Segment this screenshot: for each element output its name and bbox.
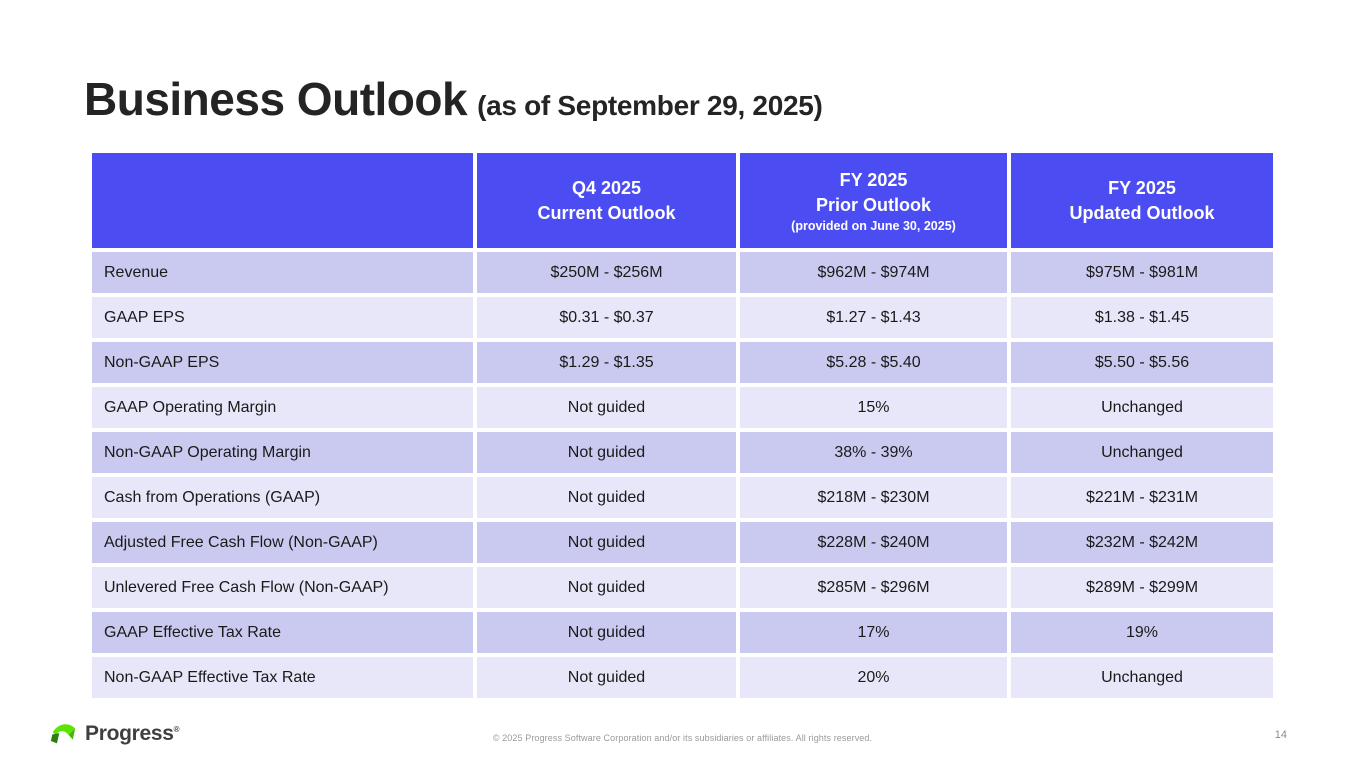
row-value: Not guided: [477, 432, 736, 473]
title-subtitle: (as of September 29, 2025): [477, 90, 823, 121]
row-value: $232M - $242M: [1011, 522, 1273, 563]
row-label: GAAP Operating Margin: [92, 387, 473, 428]
outlook-table: Q4 2025 Current Outlook FY 2025 Prior Ou…: [88, 149, 1277, 702]
row-label: Non-GAAP Effective Tax Rate: [92, 657, 473, 698]
row-value: $975M - $981M: [1011, 252, 1273, 293]
header-cell-fy-updated: FY 2025 Updated Outlook: [1011, 153, 1273, 248]
row-value: $250M - $256M: [477, 252, 736, 293]
copyright-text: © 2025 Progress Software Corporation and…: [492, 733, 873, 743]
row-value: $285M - $296M: [740, 567, 1007, 608]
progress-logo-icon: [50, 724, 76, 744]
table-row: Adjusted Free Cash Flow (Non-GAAP) Not gu…: [92, 522, 1273, 563]
row-value: 15%: [740, 387, 1007, 428]
row-value: 38% - 39%: [740, 432, 1007, 473]
header-line: Updated Outlook: [1069, 202, 1215, 223]
row-value: Unchanged: [1011, 432, 1273, 473]
row-label: Unlevered Free Cash Flow (Non-GAAP): [92, 567, 473, 608]
table-row: Non-GAAP Operating Margin Not guided 38% -…: [92, 432, 1273, 473]
logo-text: Progress: [85, 722, 174, 745]
row-value: $218M - $230M: [740, 477, 1007, 518]
row-value: $5.28 - $5.40: [740, 342, 1007, 383]
row-label: Revenue: [92, 252, 473, 293]
row-label: GAAP Effective Tax Rate: [92, 612, 473, 653]
header-cell-q4-current: Q4 2025 Current Outlook: [477, 153, 736, 248]
row-value: $1.38 - $1.45: [1011, 297, 1273, 338]
page-number: 14: [1274, 729, 1287, 741]
table-header-row: Q4 2025 Current Outlook FY 2025 Prior Ou…: [92, 153, 1273, 248]
table-row: GAAP Effective Tax Rate Not guided 17% 19%: [92, 612, 1273, 653]
row-value: 17%: [740, 612, 1007, 653]
row-value: Not guided: [477, 612, 736, 653]
row-label: Non-GAAP EPS: [92, 342, 473, 383]
table-row: Unlevered Free Cash Flow (Non-GAAP) Not g…: [92, 567, 1273, 608]
table-body: Revenue $250M - $256M $962M - $974M $975M -…: [92, 252, 1273, 698]
row-value: Not guided: [477, 477, 736, 518]
row-value: $1.29 - $1.35: [477, 342, 736, 383]
header-cell-fy-prior: FY 2025 Prior Outlook (provided on June …: [740, 153, 1007, 248]
header-line: Q4 2025: [571, 177, 642, 198]
row-value: Unchanged: [1011, 387, 1273, 428]
page-title: Business Outlook (as of September 29, 202…: [84, 72, 823, 126]
row-value: $228M - $240M: [740, 522, 1007, 563]
row-value: 20%: [740, 657, 1007, 698]
table-row: Revenue $250M - $256M $962M - $974M $975M -…: [92, 252, 1273, 293]
row-value: Not guided: [477, 387, 736, 428]
row-label: Adjusted Free Cash Flow (Non-GAAP): [92, 522, 473, 563]
row-value: $289M - $299M: [1011, 567, 1273, 608]
table-row: Non-GAAP EPS $1.29 - $1.35 $5.28 - $5.40 $5…: [92, 342, 1273, 383]
header-line: FY 2025: [1108, 177, 1176, 198]
progress-logo: Progress®: [48, 720, 180, 748]
header-line: Prior Outlook: [815, 194, 931, 215]
header-line: FY 2025: [839, 169, 908, 190]
row-value: Unchanged: [1011, 657, 1273, 698]
row-label: Cash from Operations (GAAP): [92, 477, 473, 518]
business-outlook-table: Q4 2025 Current Outlook FY 2025 Prior Ou…: [88, 149, 1277, 702]
table-row: Non-GAAP Effective Tax Rate Not guided 20%…: [92, 657, 1273, 698]
progress-logo-wordmark: Progress®: [85, 722, 180, 746]
row-value: Not guided: [477, 657, 736, 698]
row-value: $5.50 - $5.56: [1011, 342, 1273, 383]
title-text: Business Outlook: [84, 73, 468, 125]
row-value: $1.27 - $1.43: [740, 297, 1007, 338]
row-value: 19%: [1011, 612, 1273, 653]
row-value: $221M - $231M: [1011, 477, 1273, 518]
row-value: $962M - $974M: [740, 252, 1007, 293]
row-value: Not guided: [477, 567, 736, 608]
row-value: Not guided: [477, 522, 736, 563]
logo-trademark: ®: [173, 725, 180, 734]
header-note: (provided on June 30, 2025): [791, 218, 956, 233]
row-label: GAAP EPS: [92, 297, 473, 338]
table-row: Cash from Operations (GAAP) Not guided $21…: [92, 477, 1273, 518]
table-row: GAAP EPS $0.31 - $0.37 $1.27 - $1.43 $1.38 …: [92, 297, 1273, 338]
row-label: Non-GAAP Operating Margin: [92, 432, 473, 473]
header-cell-empty: [92, 153, 473, 248]
row-value: $0.31 - $0.37: [477, 297, 736, 338]
header-line: Current Outlook: [537, 202, 676, 223]
table-row: GAAP Operating Margin Not guided 15% Unchan…: [92, 387, 1273, 428]
